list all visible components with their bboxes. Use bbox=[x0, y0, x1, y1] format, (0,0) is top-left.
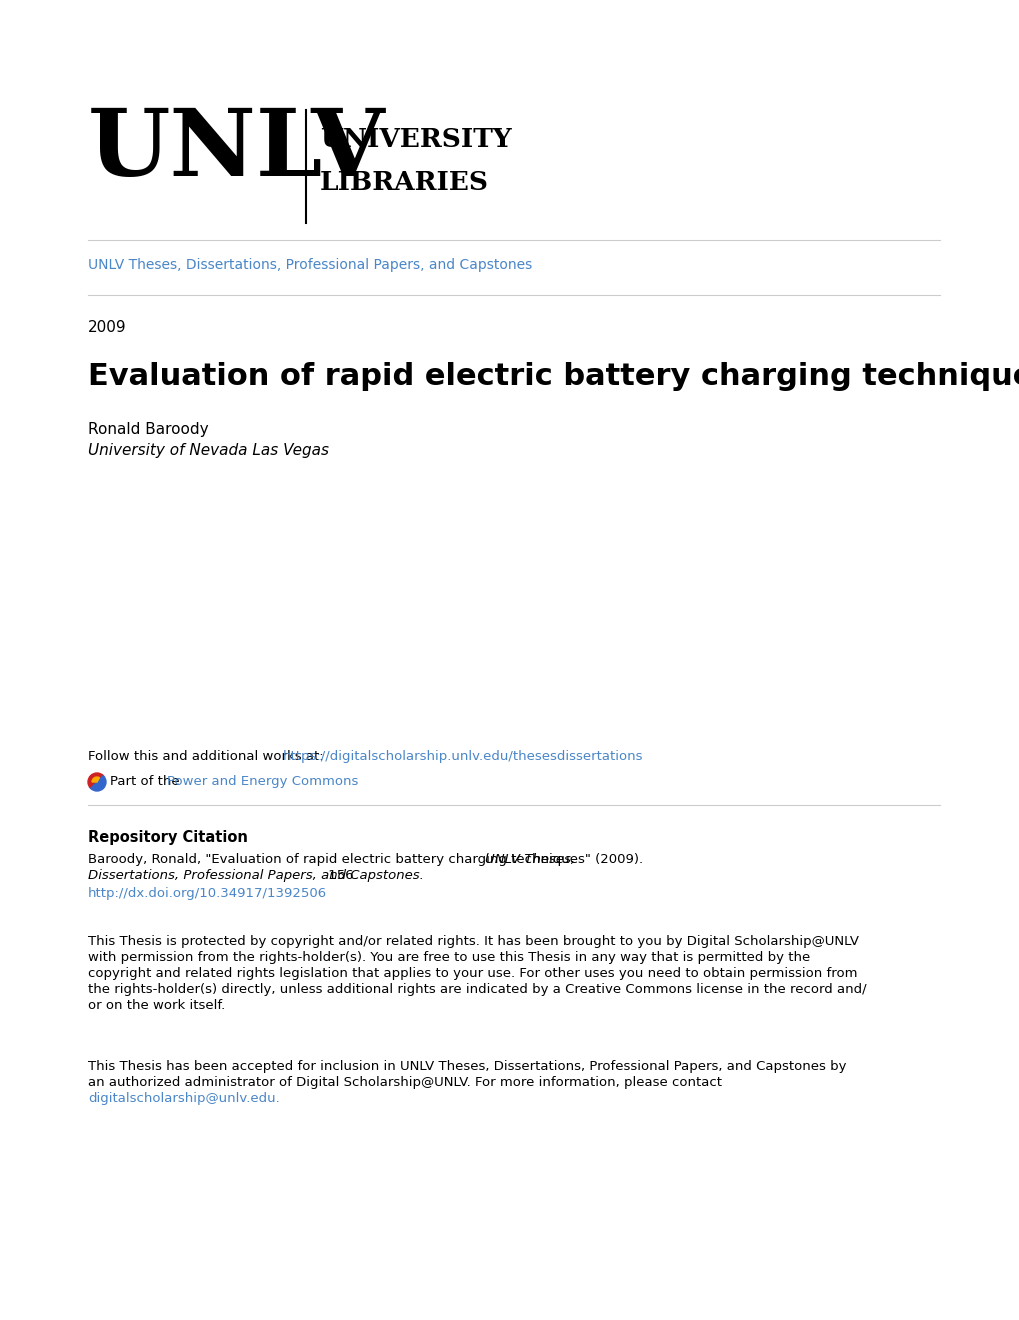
Text: http://dx.doi.org/10.34917/1392506: http://dx.doi.org/10.34917/1392506 bbox=[88, 887, 327, 900]
Text: the rights-holder(s) directly, unless additional rights are indicated by a Creat: the rights-holder(s) directly, unless ad… bbox=[88, 983, 866, 997]
Wedge shape bbox=[92, 777, 100, 781]
Text: Ronald Baroody: Ronald Baroody bbox=[88, 422, 209, 437]
Text: UNLV Theses, Dissertations, Professional Papers, and Capstones: UNLV Theses, Dissertations, Professional… bbox=[88, 257, 532, 272]
Text: LIBRARIES: LIBRARIES bbox=[320, 170, 488, 195]
Text: Baroody, Ronald, "Evaluation of rapid electric battery charging techniques" (200: Baroody, Ronald, "Evaluation of rapid el… bbox=[88, 853, 647, 866]
Wedge shape bbox=[88, 774, 103, 788]
Text: Part of the: Part of the bbox=[110, 775, 183, 788]
Text: digitalscholarship@unlv.edu.: digitalscholarship@unlv.edu. bbox=[88, 1092, 279, 1105]
Wedge shape bbox=[91, 776, 106, 791]
Text: This Thesis is protected by copyright and/or related rights. It has been brought: This Thesis is protected by copyright an… bbox=[88, 935, 858, 948]
Text: 2009: 2009 bbox=[88, 319, 126, 335]
Text: Dissertations, Professional Papers, and Capstones.: Dissertations, Professional Papers, and … bbox=[88, 869, 424, 882]
Text: UNIVERSITY: UNIVERSITY bbox=[320, 127, 512, 152]
Text: with permission from the rights-holder(s). You are free to use this Thesis in an: with permission from the rights-holder(s… bbox=[88, 950, 809, 964]
Text: or on the work itself.: or on the work itself. bbox=[88, 999, 225, 1012]
Text: Power and Energy Commons: Power and Energy Commons bbox=[167, 775, 358, 788]
Text: https://digitalscholarship.unlv.edu/thesesdissertations: https://digitalscholarship.unlv.edu/thes… bbox=[282, 750, 643, 763]
Text: Follow this and additional works at:: Follow this and additional works at: bbox=[88, 750, 327, 763]
Text: 156.: 156. bbox=[324, 869, 358, 882]
Text: copyright and related rights legislation that applies to your use. For other use: copyright and related rights legislation… bbox=[88, 968, 857, 979]
Text: University of Nevada Las Vegas: University of Nevada Las Vegas bbox=[88, 444, 329, 458]
Text: an authorized administrator of Digital Scholarship@UNLV. For more information, p: an authorized administrator of Digital S… bbox=[88, 1076, 721, 1089]
Text: UNLV: UNLV bbox=[88, 106, 385, 195]
Text: This Thesis has been accepted for inclusion in UNLV Theses, Dissertations, Profe: This Thesis has been accepted for inclus… bbox=[88, 1060, 846, 1073]
Text: Repository Citation: Repository Citation bbox=[88, 830, 248, 845]
Text: Evaluation of rapid electric battery charging techniques: Evaluation of rapid electric battery cha… bbox=[88, 362, 1019, 391]
Text: UNLV Theses,: UNLV Theses, bbox=[485, 853, 575, 866]
